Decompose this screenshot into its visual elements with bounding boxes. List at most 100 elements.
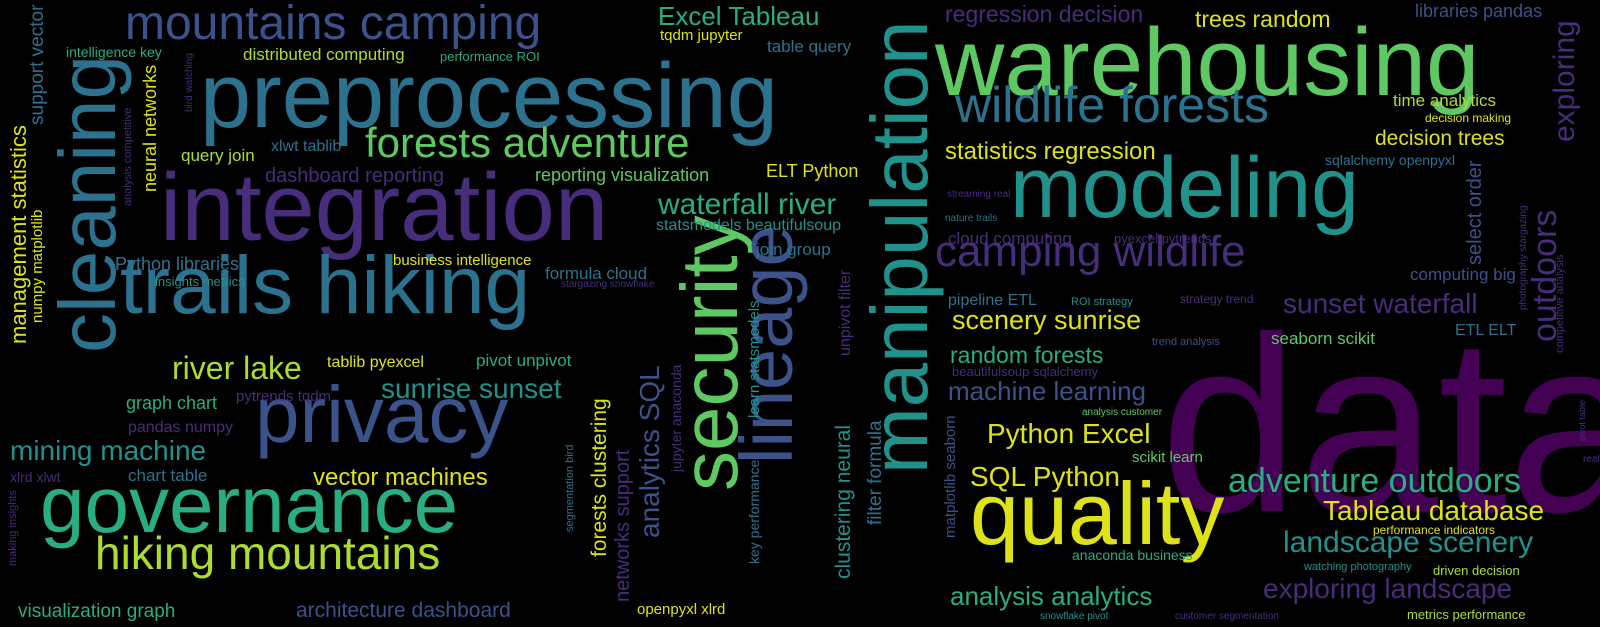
word-insights-metrics: insights metrics	[155, 274, 245, 289]
word-competitive-analysis: competitive analysis	[1554, 254, 1566, 353]
word-seaborn-scikit: seaborn scikit	[1271, 329, 1375, 348]
word-openpyxl-xlrd: openpyxl xlrd	[637, 601, 726, 618]
word-statsmodels-beautifulsoup: statsmodels beautifulsoup	[656, 217, 841, 234]
word-architecture-dashboard: architecture dashboard	[296, 599, 511, 622]
word-analysis-competitive: analysis competitive	[122, 107, 134, 206]
word-reporting-visualization: reporting visualization	[535, 165, 710, 185]
word-camping-wildlife: camping wildlife	[935, 227, 1246, 276]
word-distributed-computing: distributed computing	[243, 45, 405, 64]
word-pivot-table: pivot table	[1577, 399, 1587, 441]
word-networks-support: networks support	[612, 449, 634, 602]
word-modeling: modeling	[1010, 140, 1359, 236]
word-learn-statsmodels: learn statsmodels	[746, 300, 763, 418]
word-select-order: select order	[1464, 160, 1486, 266]
word-forests-adventure: forests adventure	[365, 119, 690, 166]
word-cloud-computing: cloud computing	[948, 229, 1072, 248]
word-landscape-scenery: landscape scenery	[1283, 526, 1534, 559]
word-computing-big: computing big	[1410, 265, 1516, 284]
word-sunset-waterfall: sunset waterfall	[1283, 288, 1478, 319]
word-trees-random: trees random	[1195, 6, 1331, 32]
word-tableau-database: Tableau database	[1323, 495, 1545, 526]
word-pivot-unpivot: pivot unpivot	[476, 351, 572, 370]
word-pyexcel-pytrends: pyexcel pytrends	[1114, 231, 1212, 246]
word-wildlife-forests: wildlife forests	[955, 77, 1269, 133]
word-performance-indicators: performance indicators	[1373, 523, 1496, 537]
word-data: data	[1160, 285, 1600, 564]
word-visualization-graph: visualization graph	[18, 601, 176, 622]
word-regression-decision: regression decision	[945, 1, 1144, 27]
word-clustering-neural: clustering neural	[832, 424, 855, 579]
word-bird-watching: bird watching	[184, 53, 195, 112]
word-quality: quality	[970, 464, 1225, 563]
word-integration: integration	[160, 154, 609, 261]
word-analytics-sql: analytics SQL	[634, 365, 665, 538]
word-stargazing-snowflake: stargazing snowflake	[561, 279, 655, 290]
word-anaconda-business: anaconda business	[1072, 547, 1193, 563]
word-analysis-analytics: analysis analytics	[950, 581, 1153, 611]
word-driven-decision: driven decision	[1433, 563, 1520, 578]
word-lineage: lineage	[725, 225, 808, 464]
word-excel-tableau: Excel Tableau	[658, 1, 820, 31]
word-snowflake-pivot: snowflake pivot	[1040, 611, 1109, 622]
word-governance: governance	[40, 460, 459, 549]
word-decision-trees: decision trees	[1375, 127, 1505, 150]
word-numpy-matplotlib: numpy matplotlib	[29, 209, 46, 323]
word-real-time: real time	[1583, 454, 1600, 465]
word-management-statistics: management statistics	[6, 125, 31, 344]
word-intelligence-key: intelligence key	[66, 44, 162, 60]
word-xlwt-tablib: xlwt tablib	[271, 138, 342, 155]
word-analysis-customer: analysis customer	[1082, 407, 1163, 418]
word-pytrends-tqdm: pytrends tqdm	[236, 388, 332, 405]
word-exploring: exploring	[1548, 20, 1581, 142]
word-river-lake: river lake	[172, 350, 302, 386]
word-streaming-real: streaming real	[947, 189, 1011, 200]
word-sql-python: SQL Python	[970, 461, 1120, 492]
word-scenery-sunrise: scenery sunrise	[952, 305, 1142, 335]
word-watching-photography: watching photography	[1304, 561, 1412, 573]
word-warehousing: warehousing	[935, 9, 1480, 116]
word-privacy: privacy	[255, 370, 509, 459]
word-xlrd-xlwt: xlrd xlwt	[10, 469, 61, 485]
word-cleaning: cleaning	[43, 54, 132, 353]
word-photography-stargazing: photography stargazing	[1518, 205, 1529, 310]
word-random-forests: random forests	[950, 342, 1104, 368]
word-business-intelligence: business intelligence	[393, 252, 532, 269]
word-sqlalchemy-openpyxl: sqlalchemy openpyxl	[1325, 152, 1455, 168]
word-etl-elt: ETL ELT	[1455, 322, 1517, 339]
word-beautifulsoup-sqlalchemy: beautifulsoup sqlalchemy	[952, 364, 1098, 379]
word-making-insights: making insights	[7, 490, 19, 566]
word-python-excel: Python Excel	[987, 418, 1151, 449]
word-query-join: query join	[181, 146, 255, 165]
word-nature-trails: nature trails	[945, 213, 998, 224]
word-mining-machine: mining machine	[10, 435, 207, 466]
word-jupyter-anaconda: jupyter anaconda	[668, 364, 684, 472]
word-filter-formula: filter formula	[865, 420, 886, 525]
word-vector-machines: vector machines	[313, 464, 488, 491]
word-neural-networks: neural networks	[140, 64, 160, 192]
word-table-query: table query	[767, 37, 852, 56]
word-elt-python: ELT Python	[766, 161, 859, 181]
word-strategy-trend: strategy trend	[1180, 292, 1254, 306]
word-time-analytics: time analytics	[1393, 91, 1496, 110]
word-libraries-pandas: libraries pandas	[1415, 1, 1543, 21]
word-manipulation: manipulation	[855, 20, 944, 474]
word-dashboard-reporting: dashboard reporting	[265, 165, 445, 187]
word-tablib-pyexcel: tablib pyexcel	[327, 354, 424, 371]
word-hiking-mountains: hiking mountains	[95, 527, 441, 579]
word-preprocessing: preprocessing	[200, 45, 778, 147]
word-scikit-learn: scikit learn	[1132, 449, 1203, 466]
word-tqdm-jupyter: tqdm jupyter	[660, 27, 743, 44]
word-pandas-numpy: pandas numpy	[128, 419, 233, 436]
word-machine-learning: machine learning	[948, 376, 1147, 406]
word-chart-table: chart table	[128, 466, 208, 485]
word-metrics-performance: metrics performance	[1407, 607, 1526, 622]
word-decision-making: decision making	[1425, 111, 1512, 125]
word-matplotlib-seaborn: matplotlib seaborn	[942, 415, 959, 538]
word-unpivot-filter: unpivot filter	[837, 269, 854, 356]
word-mountains-camping: mountains camping	[125, 0, 542, 50]
word-python-libraries: Python libraries	[115, 254, 240, 274]
word-formula-cloud: formula cloud	[545, 264, 648, 283]
word-exploring-landscape: exploring landscape	[1263, 573, 1513, 604]
word-statistics-regression: statistics regression	[945, 138, 1156, 165]
